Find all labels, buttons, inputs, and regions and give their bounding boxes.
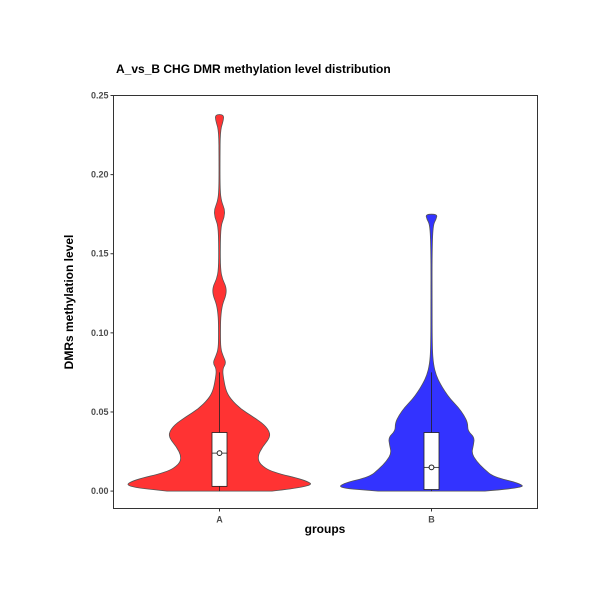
violin-b	[340, 213, 523, 492]
y-tick-label: 0.05	[91, 407, 109, 417]
box-b	[423, 432, 440, 490]
median-point-b	[428, 464, 435, 471]
y-axis-label: DMRs methylation level	[62, 235, 76, 370]
violin-a	[127, 114, 311, 492]
y-tick-label: 0.10	[91, 328, 109, 338]
chart-title: A_vs_B CHG DMR methylation level distrib…	[116, 62, 391, 76]
y-tick-label: 0.20	[91, 170, 109, 180]
y-axis: 0.00 0.05 0.10 0.15 0.20 0.25	[91, 91, 114, 496]
box-a	[211, 432, 228, 487]
x-tick-label-b: B	[428, 515, 435, 525]
y-tick-label: 0.00	[91, 486, 109, 496]
violins	[127, 114, 523, 492]
y-tick-label: 0.25	[91, 91, 109, 101]
y-tick-label: 0.15	[91, 249, 109, 259]
median-point-a	[216, 450, 223, 457]
x-tick-label-a: A	[216, 515, 223, 525]
x-axis-label: groups	[305, 522, 346, 536]
